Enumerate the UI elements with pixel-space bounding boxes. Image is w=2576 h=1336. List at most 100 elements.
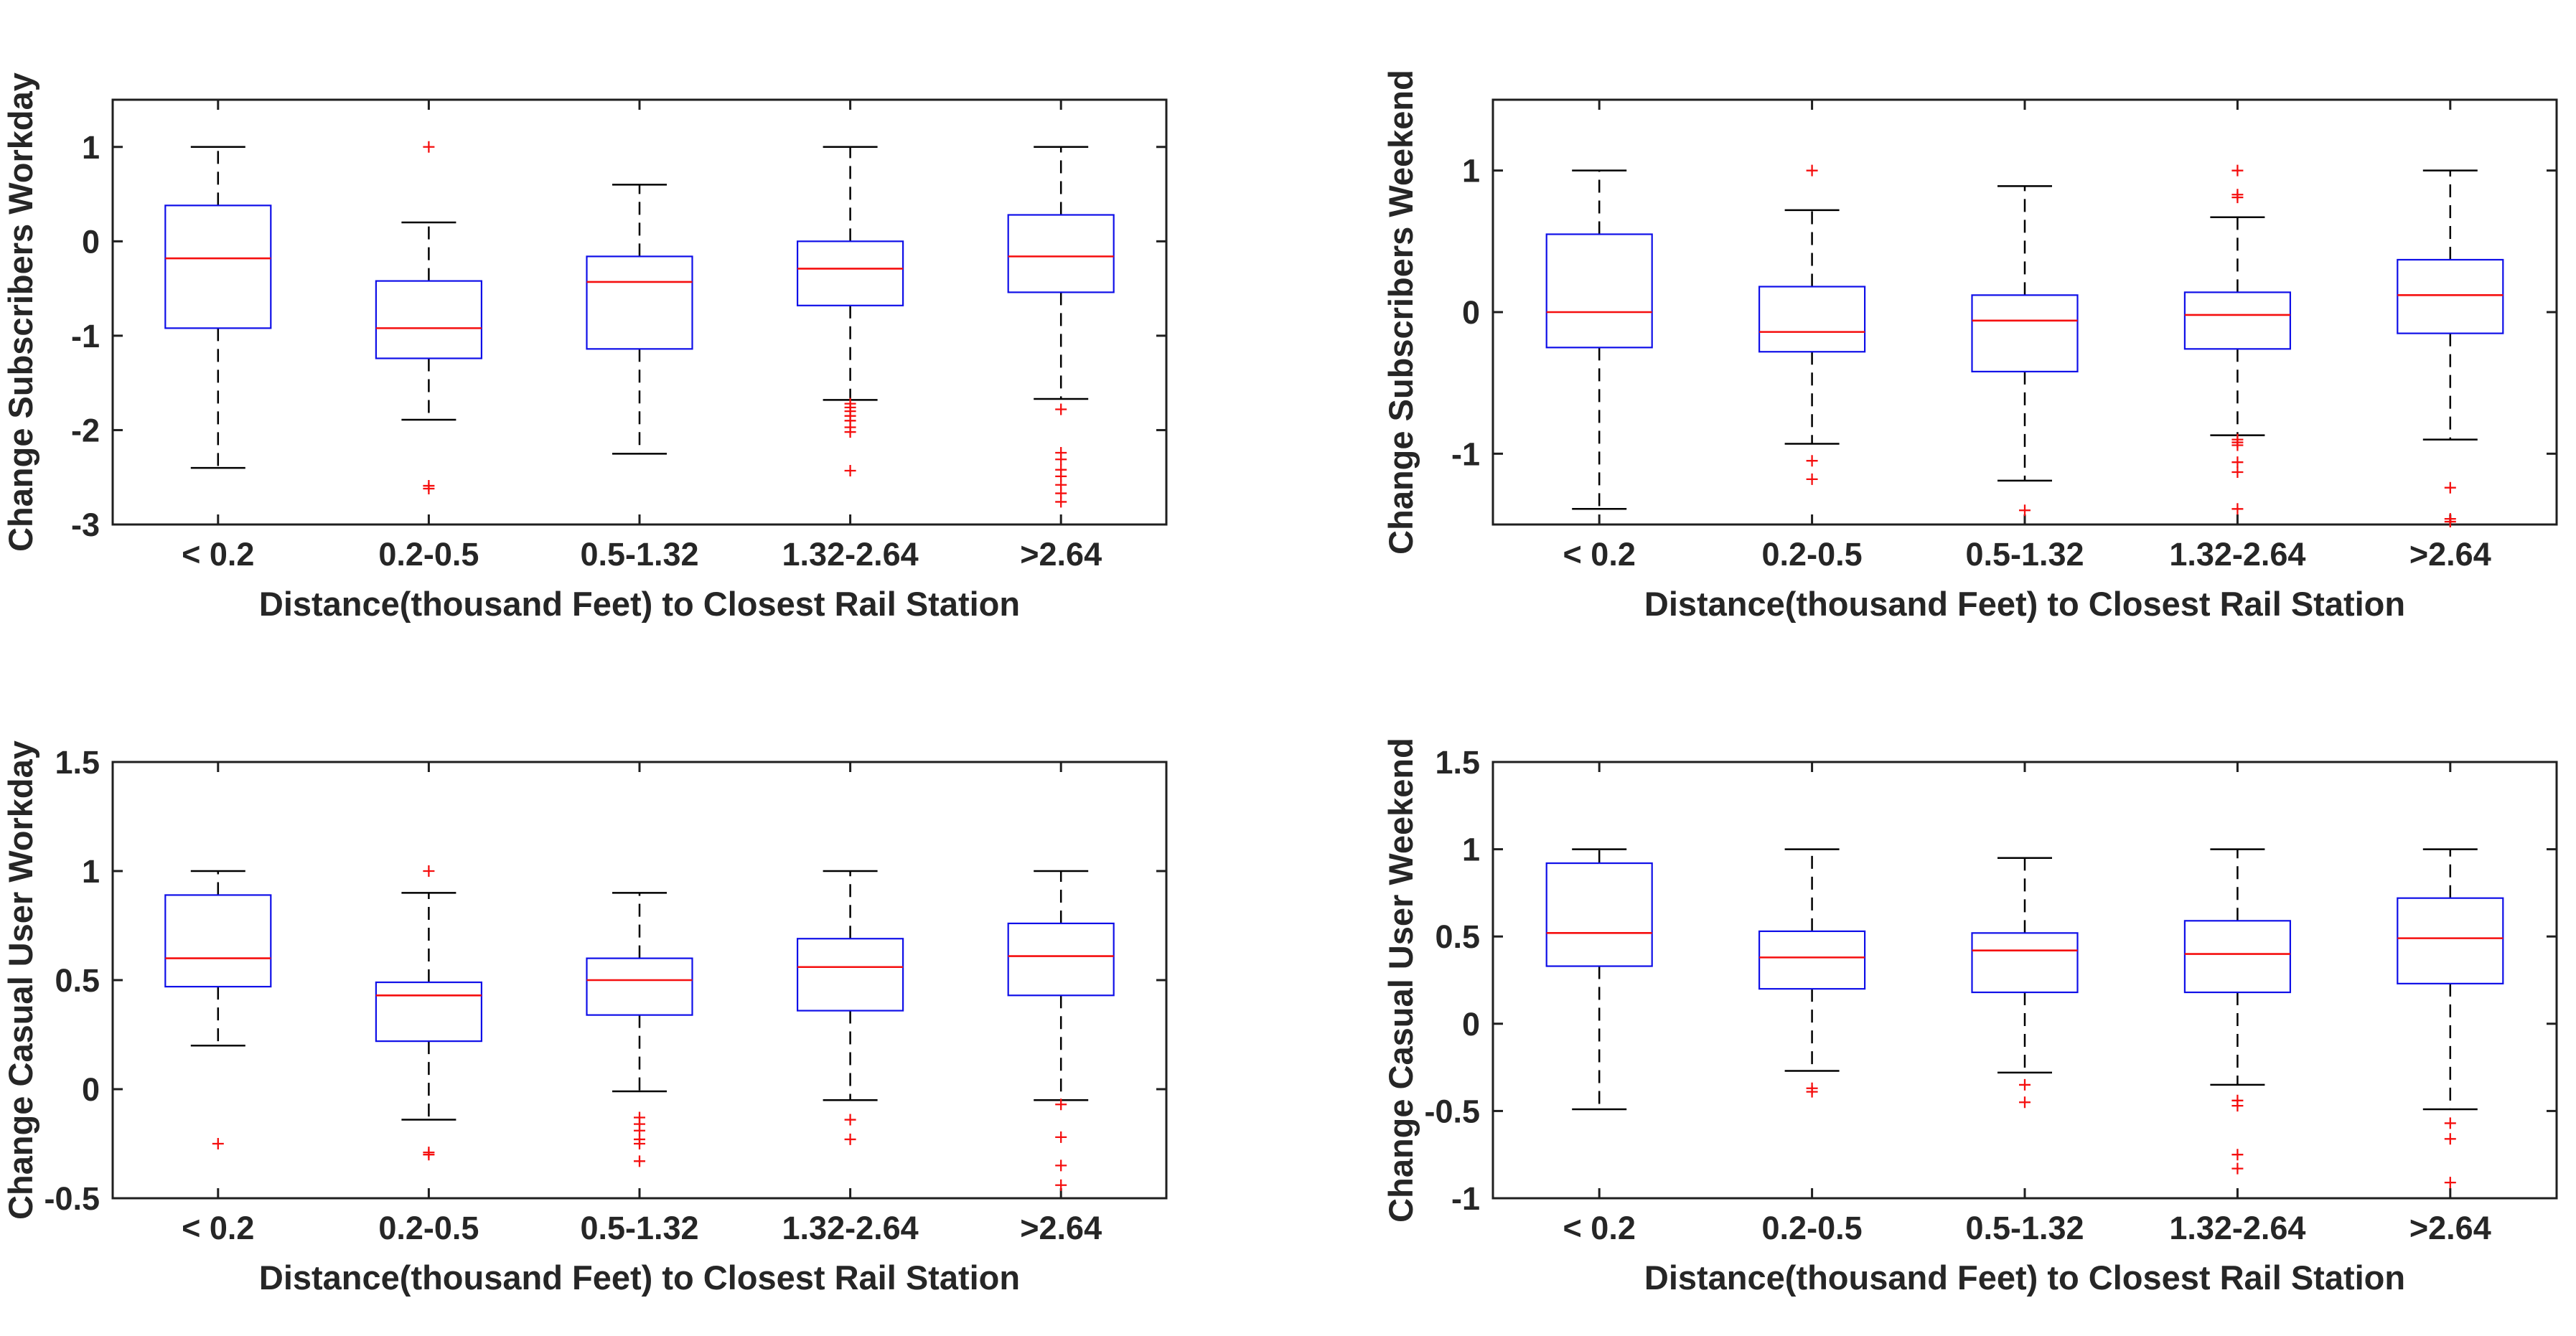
box-group-< 0.2 <box>164 870 272 1149</box>
outlier-marker <box>423 865 435 877</box>
y-tick-label: 1 <box>1462 153 1480 189</box>
box-group-0.5-1.32 <box>1971 185 2079 517</box>
outlier-marker <box>1806 164 1818 177</box>
outlier-marker <box>2231 192 2244 204</box>
subplot-casual-workday: < 0.2 0.2-0.5 0.5-1.32 1.32-2.64 >2.64 1.5 1 0.… <box>0 668 1288 1336</box>
outlier-marker <box>2444 1133 2456 1145</box>
y-tick-label: 1 <box>82 129 100 166</box>
x-axis-label: Distance(thousand Feet) to Closest Rail … <box>1644 585 2405 623</box>
outlier-marker <box>1055 496 1067 508</box>
outlier-marker <box>1055 453 1067 466</box>
y-axis-label: Change Casual User Workday <box>1 740 39 1220</box>
outlier-marker <box>1806 1086 1818 1098</box>
box-group-1.32-2.64 <box>796 870 904 1145</box>
outlier-marker <box>1055 1131 1067 1143</box>
subplot-casual-weekend: < 0.2 0.2-0.5 0.5-1.32 1.32-2.64 >2.64 1.5 1 0.… <box>1288 668 2576 1336</box>
outlier-marker <box>634 1155 645 1167</box>
outlier-marker <box>1806 473 1818 485</box>
iqr-box <box>2183 291 2292 350</box>
iqr-box <box>2397 897 2504 984</box>
boxplot-canvas-subscribers-workday: < 0.2 0.2-0.5 0.5-1.32 1.32-2.64 >2.64 1 0 -1 -2… <box>1 72 1168 623</box>
outlier-marker <box>1055 1159 1067 1172</box>
y-tick-label: 0 <box>1462 1006 1480 1043</box>
y-tick-label: 0.5 <box>1435 918 1480 955</box>
outlier-marker <box>2231 439 2244 451</box>
outlier-marker <box>2019 1096 2031 1109</box>
y-tick-label: 1 <box>1462 832 1480 868</box>
x-tick-label: < 0.2 <box>182 536 254 573</box>
outlier-marker <box>2444 1117 2456 1129</box>
x-tick-label: >2.64 <box>2409 1210 2491 1246</box>
outlier-marker <box>2231 456 2244 469</box>
x-tick-label: 0.5-1.32 <box>1965 536 2084 573</box>
y-tick-label: 0 <box>1462 294 1480 331</box>
iqr-box <box>1971 294 2079 372</box>
x-tick-label: 1.32-2.64 <box>782 536 919 573</box>
outlier-marker <box>2444 481 2456 494</box>
box-group-1.32-2.64 <box>2183 848 2292 1175</box>
y-tick-label: 0 <box>82 223 100 260</box>
iqr-box <box>1758 286 1866 353</box>
outlier-marker <box>423 141 435 153</box>
y-tick-label: 1.5 <box>1435 744 1480 781</box>
x-tick-label: < 0.2 <box>1563 536 1636 573</box>
x-axis-label: Distance(thousand Feet) to Closest Rail … <box>259 585 1020 623</box>
outlier-marker <box>2231 1162 2244 1175</box>
iqr-box <box>2183 920 2292 994</box>
y-axis-label: Change Subscribers Weekend <box>1382 70 1420 555</box>
x-tick-label: 0.2-0.5 <box>378 536 479 573</box>
x-tick-label: >2.64 <box>2409 536 2491 573</box>
x-tick-label: >2.64 <box>1020 1210 1102 1246</box>
box-group-0.2-0.5 <box>1758 848 1866 1098</box>
outlier-marker <box>1055 403 1067 415</box>
box-group-0.2-0.5 <box>1758 164 1866 485</box>
box-group-< 0.2 <box>164 146 272 469</box>
outlier-marker <box>634 1138 645 1149</box>
box-group-1.32-2.64 <box>796 146 904 477</box>
outlier-marker <box>2231 1100 2244 1112</box>
y-axis-label: Change Subscribers Workday <box>1 72 39 552</box>
y-tick-label: 0 <box>82 1071 100 1108</box>
x-tick-label: 1.32-2.64 <box>2169 1210 2305 1246</box>
x-tick-label: 0.2-0.5 <box>1762 1210 1863 1246</box>
outlier-marker <box>2019 1078 2031 1091</box>
y-tick-label: -2 <box>71 412 100 448</box>
iqr-box <box>1545 233 1653 349</box>
x-tick-label: 0.5-1.32 <box>1965 1210 2084 1246</box>
box-group-0.5-1.32 <box>586 892 693 1167</box>
y-tick-label: -0.5 <box>44 1180 100 1217</box>
x-tick-label: >2.64 <box>1020 536 1102 573</box>
iqr-box <box>1545 862 1653 967</box>
x-tick-label: 1.32-2.64 <box>782 1210 919 1246</box>
box-group-1.32-2.64 <box>2183 164 2292 515</box>
x-tick-label: 0.5-1.32 <box>580 1210 698 1246</box>
iqr-box <box>1758 930 1866 990</box>
y-axis-label: Change Casual User Weekend <box>1382 738 1420 1223</box>
iqr-box <box>1007 922 1115 997</box>
iqr-box <box>586 255 693 350</box>
outlier-marker <box>423 483 435 495</box>
iqr-box <box>586 957 693 1016</box>
outlier-marker <box>2444 516 2456 528</box>
subplot-subscribers-weekend: < 0.2 0.2-0.5 0.5-1.32 1.32-2.64 >2.64 1 0 -1 Di… <box>1288 0 2576 668</box>
box-group->2.64 <box>1007 146 1115 508</box>
outlier-marker <box>1055 1099 1067 1111</box>
outlier-marker <box>844 1114 856 1126</box>
iqr-box <box>1007 214 1115 293</box>
outlier-marker <box>2231 164 2244 177</box>
y-tick-label: -1 <box>71 318 100 354</box>
y-tick-label: -1 <box>1451 1180 1480 1217</box>
outlier-marker <box>2019 504 2031 517</box>
iqr-box <box>375 280 483 359</box>
x-tick-label: 0.5-1.32 <box>580 536 698 573</box>
box-group-< 0.2 <box>1545 169 1653 510</box>
x-axis-label: Distance(thousand Feet) to Closest Rail … <box>1644 1259 2405 1297</box>
box-group-0.5-1.32 <box>586 184 693 455</box>
x-tick-label: 0.2-0.5 <box>1762 536 1863 573</box>
box-group-< 0.2 <box>1545 848 1653 1111</box>
iqr-box <box>796 938 904 1012</box>
x-axis-label: Distance(thousand Feet) to Closest Rail … <box>259 1259 1020 1297</box>
outlier-marker <box>2444 1177 2456 1189</box>
boxplot-canvas-casual-weekend: < 0.2 0.2-0.5 0.5-1.32 1.32-2.64 >2.64 1.5 1 0.… <box>1382 738 2558 1297</box>
x-tick-label: < 0.2 <box>182 1210 254 1246</box>
